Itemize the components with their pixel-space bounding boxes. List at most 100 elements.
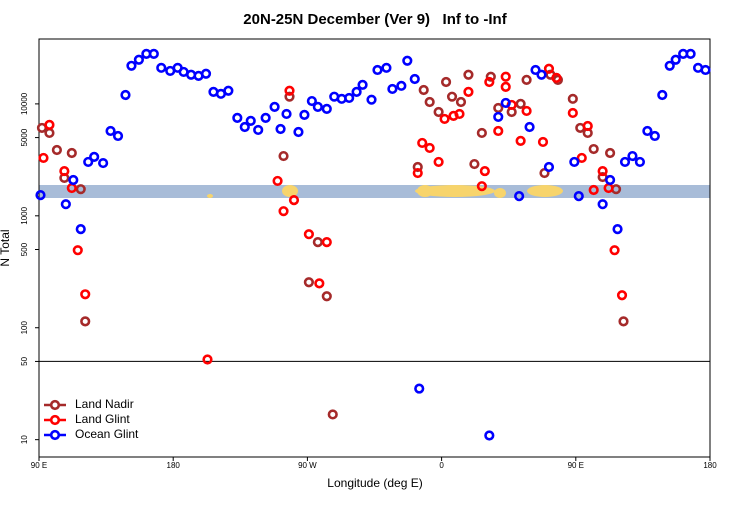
point xyxy=(700,64,711,76)
point xyxy=(418,84,429,96)
point xyxy=(537,136,549,148)
plot-frame xyxy=(38,38,711,458)
legend-label: Land Nadir xyxy=(75,397,134,411)
point xyxy=(269,101,280,112)
point xyxy=(612,224,623,235)
point xyxy=(272,175,283,187)
legend-marker xyxy=(49,399,61,411)
point xyxy=(463,69,474,80)
point xyxy=(44,127,55,139)
point xyxy=(83,156,94,168)
point xyxy=(463,86,474,97)
point xyxy=(493,102,504,114)
point xyxy=(543,161,555,173)
point xyxy=(536,69,547,80)
point xyxy=(469,158,480,170)
point xyxy=(417,137,428,149)
point xyxy=(59,165,70,177)
point xyxy=(649,130,660,142)
point xyxy=(479,165,490,177)
point xyxy=(664,60,675,71)
point xyxy=(275,123,286,135)
point xyxy=(588,143,599,155)
point xyxy=(616,290,628,301)
point xyxy=(232,112,243,123)
point xyxy=(321,291,332,302)
y-tick-label: 50 xyxy=(20,356,29,365)
point xyxy=(387,83,398,95)
point xyxy=(260,112,271,123)
legend-marker xyxy=(49,414,61,426)
point xyxy=(133,54,145,65)
point xyxy=(657,89,668,101)
point xyxy=(514,191,525,202)
point xyxy=(500,81,511,92)
point xyxy=(530,64,541,76)
point xyxy=(38,152,49,164)
point xyxy=(515,98,526,109)
point xyxy=(327,409,338,420)
point xyxy=(288,195,300,206)
point xyxy=(314,278,325,289)
legend-label: Ocean Glint xyxy=(75,427,139,441)
point xyxy=(551,72,562,83)
point xyxy=(223,85,234,96)
point xyxy=(200,68,212,79)
y-tick-label: 10 xyxy=(20,435,29,444)
point xyxy=(80,316,91,327)
point xyxy=(372,64,383,76)
y-tick-label: 10000 xyxy=(20,92,29,115)
point xyxy=(569,156,580,168)
point xyxy=(524,121,535,133)
point xyxy=(412,167,423,179)
point xyxy=(89,151,100,163)
point xyxy=(440,76,452,88)
point xyxy=(156,62,167,73)
point xyxy=(105,125,116,137)
point xyxy=(634,156,646,168)
point xyxy=(68,174,79,186)
point xyxy=(278,206,289,217)
y-tick-label: 100 xyxy=(20,321,29,335)
point xyxy=(44,119,55,131)
point xyxy=(439,113,450,125)
point xyxy=(455,96,467,108)
y-tick-label: 500 xyxy=(20,242,29,256)
point xyxy=(597,165,608,177)
point xyxy=(396,80,407,91)
point xyxy=(454,108,465,120)
point xyxy=(75,224,86,235)
point xyxy=(642,125,653,137)
point xyxy=(344,92,355,104)
point xyxy=(618,316,629,327)
point xyxy=(357,79,368,90)
point xyxy=(278,150,289,162)
x-tick-label: 90 E xyxy=(568,461,584,470)
point xyxy=(126,60,137,71)
point xyxy=(321,103,332,115)
point xyxy=(597,199,608,210)
point xyxy=(202,354,213,365)
point xyxy=(484,430,495,441)
point xyxy=(573,191,584,202)
point xyxy=(446,91,458,102)
point xyxy=(312,101,323,112)
point xyxy=(604,174,616,186)
point xyxy=(476,127,487,139)
point xyxy=(515,135,526,147)
point xyxy=(303,277,314,288)
point xyxy=(604,147,616,159)
y-axis-label: N Total xyxy=(0,229,12,266)
point xyxy=(493,111,504,123)
point xyxy=(412,161,423,173)
point xyxy=(112,130,124,142)
point xyxy=(72,245,83,256)
point xyxy=(582,120,593,132)
point xyxy=(500,97,511,109)
x-tick-label: 90 W xyxy=(298,461,317,470)
point xyxy=(567,93,578,104)
point xyxy=(424,96,435,108)
point xyxy=(433,106,444,118)
point xyxy=(148,48,159,59)
